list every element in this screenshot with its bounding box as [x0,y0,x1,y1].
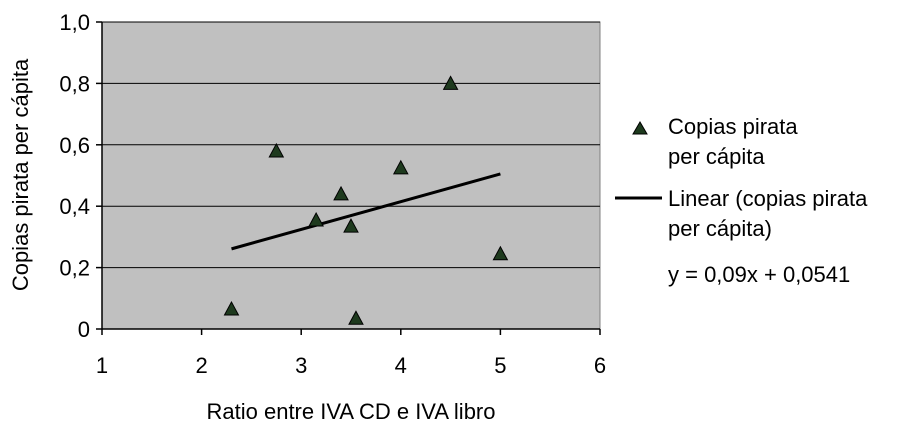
legend-marker-triangle-icon [632,121,648,135]
x-axis-ticks: 1 2 3 4 5 6 [96,329,606,378]
x-tick-label: 1 [96,353,108,378]
trendline-group [231,172,501,251]
data-point [392,159,409,175]
x-tick-label: 6 [594,353,606,378]
plot-area [101,21,601,330]
data-point [333,185,349,201]
y-tick-label: 0,6 [59,133,90,158]
data-points [223,75,509,325]
legend-series-label-line2: per cápita [668,144,765,169]
data-point [348,310,364,325]
x-axis-title: Ratio entre IVA CD e IVA libro [207,399,496,424]
data-point [343,218,359,233]
y-tick-label: 0,4 [59,194,90,219]
data-point [442,75,459,90]
legend-series-label-line1: Copias pirata [668,114,798,139]
x-tick-label: 5 [494,353,506,378]
y-tick-label: 0,8 [59,71,90,96]
x-tick-label: 2 [195,353,207,378]
trendline [231,172,501,251]
data-point [492,245,509,261]
legend: Copias pirata per cápita Linear (copias … [615,114,868,287]
data-point [268,142,285,158]
y-tick-label: 1,0 [59,10,90,35]
legend-trendline-label-line2: per cápita) [668,216,772,241]
x-tick-label: 4 [395,353,407,378]
legend-trendline-label-line1: Linear (copias pirata [668,186,868,211]
y-axis-title: Copias pirata per cápita [8,58,33,291]
y-tick-label: 0,2 [59,256,90,281]
data-point [223,300,240,316]
gridlines [102,21,600,269]
y-axis-ticks: 0 0,2 0,4 0,6 0,8 1,0 [59,10,102,342]
data-point [308,211,324,227]
y-tick-label: 0 [78,317,90,342]
trendline-equation: y = 0,09x + 0,0541 [668,262,850,287]
x-tick-label: 3 [295,353,307,378]
